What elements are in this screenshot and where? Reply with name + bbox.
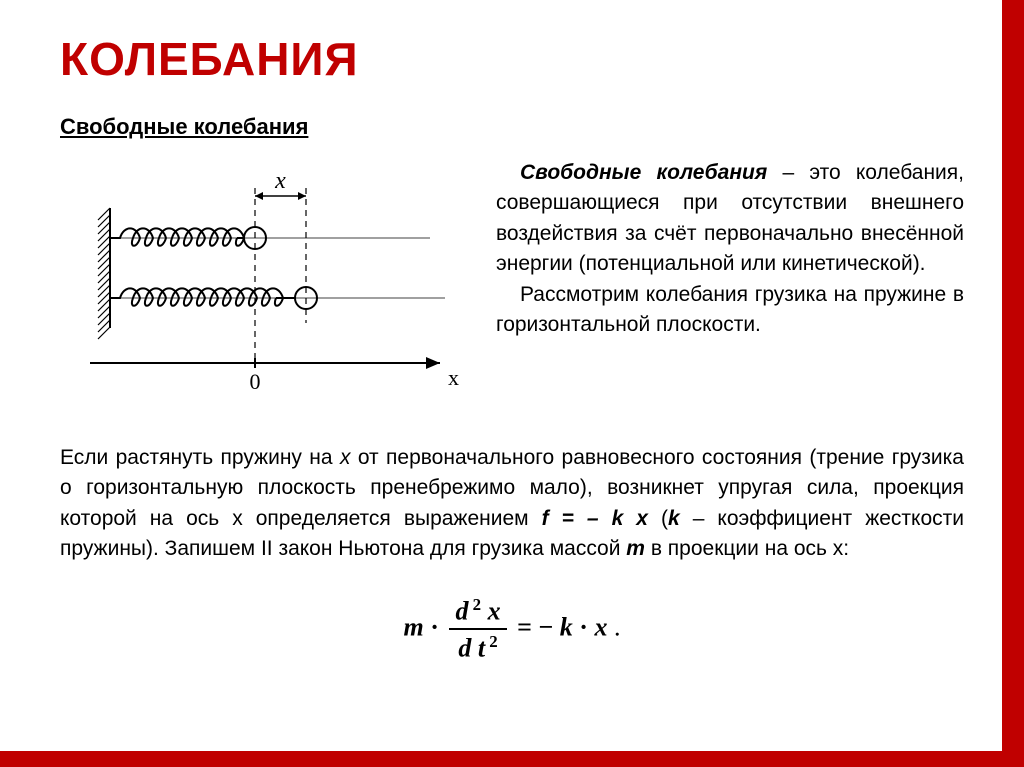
term: Свободные колебания: [520, 161, 767, 184]
definition-text: Свободные колебания – это колебания, сов…: [496, 158, 964, 341]
eq-dot1: ·: [430, 612, 439, 641]
body-mid2: (: [648, 507, 668, 530]
body-paragraph: Если растянуть пружину на x от первонача…: [60, 443, 964, 565]
var-m: m: [626, 537, 645, 560]
var-k: k: [668, 507, 680, 530]
definition-p2: Рассмотрим колебания грузика на пружине …: [496, 280, 964, 341]
eq-denominator: d t 2: [449, 630, 506, 664]
eq-x: x: [594, 612, 607, 641]
body-pre: Если растянуть пружину на: [60, 446, 340, 469]
var-x: x: [340, 446, 351, 469]
eq-numerator: d 2 x: [449, 595, 506, 631]
section-subtitle: Свободные колебания: [60, 114, 964, 140]
eq-m: m: [404, 612, 424, 641]
body-mid4: в проекции на ось х:: [645, 537, 849, 560]
slide-content: КОЛЕБАНИЯ Свободные колебания x 0 x Свобод…: [0, 0, 1024, 684]
accent-bar-bottom: [0, 751, 1024, 767]
svg-text:x: x: [274, 168, 286, 194]
eq-equals: = −: [517, 612, 553, 641]
eq-dot2: ·: [579, 612, 588, 641]
eq-k: k: [560, 612, 573, 641]
svg-text:0: 0: [250, 369, 261, 394]
definition-row: x 0 x Свободные колебания – это колебания,…: [60, 158, 964, 413]
eq-fraction: d 2 x d t 2: [449, 595, 506, 664]
equation: m · d 2 x d t 2 = − k · x .: [60, 595, 964, 664]
page-title: КОЛЕБАНИЯ: [60, 32, 964, 86]
spring-diagram: x 0 x: [60, 158, 460, 413]
eq-period: .: [607, 612, 620, 641]
svg-text:x: x: [448, 365, 459, 390]
accent-bar-right: [1002, 0, 1024, 767]
force-expression: f = – k x: [542, 507, 648, 530]
